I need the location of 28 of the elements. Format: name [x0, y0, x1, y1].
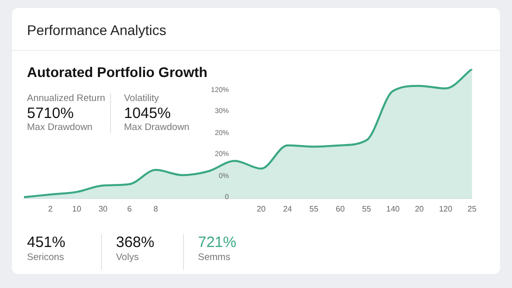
text: Sericons [27, 252, 64, 263]
x-tick-label: 55 [362, 204, 372, 214]
x-tick-label: 20 [256, 204, 266, 214]
annotation: Max Drawdown [27, 122, 92, 133]
x-tick-label: 2 [48, 204, 54, 214]
annotation: 5710% [27, 105, 74, 122]
text: 451% [27, 234, 66, 251]
x-tick-label: 20 [414, 204, 424, 214]
chart-title: Performance Analytics [27, 22, 166, 38]
x-tick-label: 24 [283, 204, 293, 214]
text: Semms [198, 252, 230, 263]
x-tick-label: 120 [438, 204, 453, 214]
x-tick-label: 60 [336, 204, 346, 214]
x-tick-label: 8 [154, 204, 159, 214]
annotation: 1045% [124, 105, 171, 122]
text: 368% [116, 234, 154, 251]
x-tick-label: 25 [468, 204, 477, 214]
x-tick-label: 140 [386, 204, 400, 214]
chart-subtitle: Autorated Portfolio Growth [27, 64, 208, 80]
x-tick-label: 55 [309, 204, 319, 214]
annotation: Max Drawdown [124, 122, 190, 133]
text: Volys [116, 252, 139, 263]
x-tick-label: 30 [98, 204, 108, 214]
annotation: Annualized Return [27, 93, 106, 104]
x-tick-label: 10 [72, 204, 82, 214]
annotation: Volatility [124, 93, 159, 104]
text: 721% [198, 234, 236, 251]
x-tick-label: 6 [127, 204, 132, 214]
